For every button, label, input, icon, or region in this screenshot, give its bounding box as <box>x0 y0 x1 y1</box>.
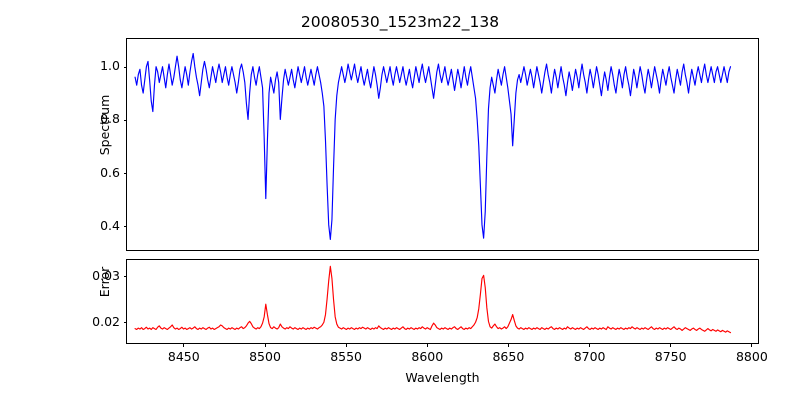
x-tick-label: 8500 <box>249 349 281 364</box>
x-tick-mark <box>589 343 591 347</box>
x-tick-label: 8650 <box>492 349 525 364</box>
x-tick-label: 8600 <box>411 349 444 364</box>
x-tick-label: 8550 <box>330 349 362 364</box>
x-tick-mark <box>183 343 185 347</box>
x-tick-label: 8800 <box>735 349 768 364</box>
x-tick-label: 8750 <box>654 349 687 364</box>
spectrum-plot-area <box>127 39 758 250</box>
x-tick-label: 8450 <box>167 349 200 364</box>
spectrum-y-tick-mark <box>123 66 127 68</box>
spectrum-y-tick-label: 1.0 <box>100 58 120 73</box>
error-plot-area <box>127 260 758 343</box>
spectrum-line <box>135 54 730 240</box>
x-tick-label: 8700 <box>573 349 606 364</box>
error-line <box>135 266 730 332</box>
spectrum-y-tick-mark <box>123 119 127 121</box>
x-tick-mark <box>751 343 753 347</box>
spectrum-axes: Spectrum 0.4 0.6 0.8 1.0 <box>97 38 759 251</box>
page-title: 20080530_1523m22_138 <box>300 13 500 31</box>
spectrum-y-tick-label: 0.4 <box>100 217 120 233</box>
error-y-tick-mark <box>123 322 127 324</box>
error-axes: Error 0.02 0.03 8450 8500 8550 8600 8650 8700 8… <box>92 259 768 364</box>
x-tick-mark <box>264 343 266 347</box>
spectrum-y-tick-label: 0.8 <box>100 111 120 127</box>
x-tick-mark <box>345 343 347 347</box>
x-tick-mark <box>670 343 672 347</box>
x-tick-mark <box>426 343 428 347</box>
spectrum-y-tick-label: 0.6 <box>100 164 120 180</box>
error-y-tick-label: 0.03 <box>92 267 120 283</box>
spectrum-y-tick-mark <box>123 173 127 175</box>
spectrum-y-tick-mark <box>123 226 127 228</box>
error-y-tick-mark <box>123 276 127 278</box>
x-tick-mark <box>507 343 509 347</box>
error-y-tick-label: 0.02 <box>92 313 120 329</box>
x-axis-label: Wavelength <box>405 370 480 385</box>
